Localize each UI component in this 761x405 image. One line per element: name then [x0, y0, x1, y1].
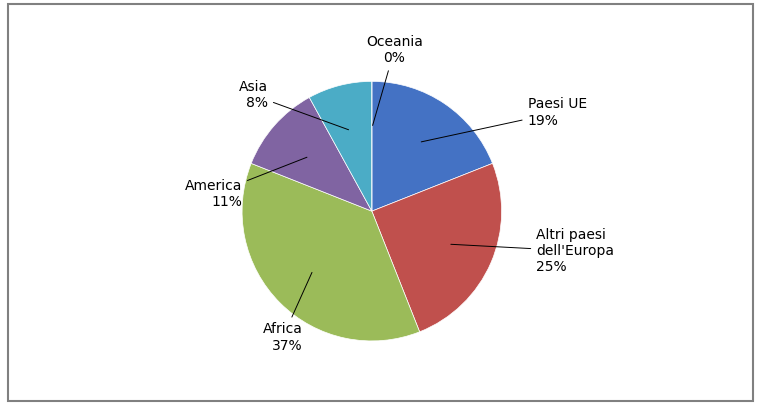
Text: Oceania
0%: Oceania 0% — [366, 35, 423, 126]
Text: Asia
8%: Asia 8% — [239, 80, 349, 130]
Wedge shape — [309, 81, 372, 211]
Text: Paesi UE
19%: Paesi UE 19% — [422, 98, 587, 142]
Wedge shape — [251, 98, 372, 211]
Wedge shape — [372, 81, 492, 211]
Text: America
11%: America 11% — [185, 157, 307, 209]
Wedge shape — [242, 163, 419, 341]
Text: Africa
37%: Africa 37% — [263, 273, 312, 353]
Text: Altri paesi
dell'Europa
25%: Altri paesi dell'Europa 25% — [451, 228, 614, 274]
Wedge shape — [372, 163, 501, 332]
